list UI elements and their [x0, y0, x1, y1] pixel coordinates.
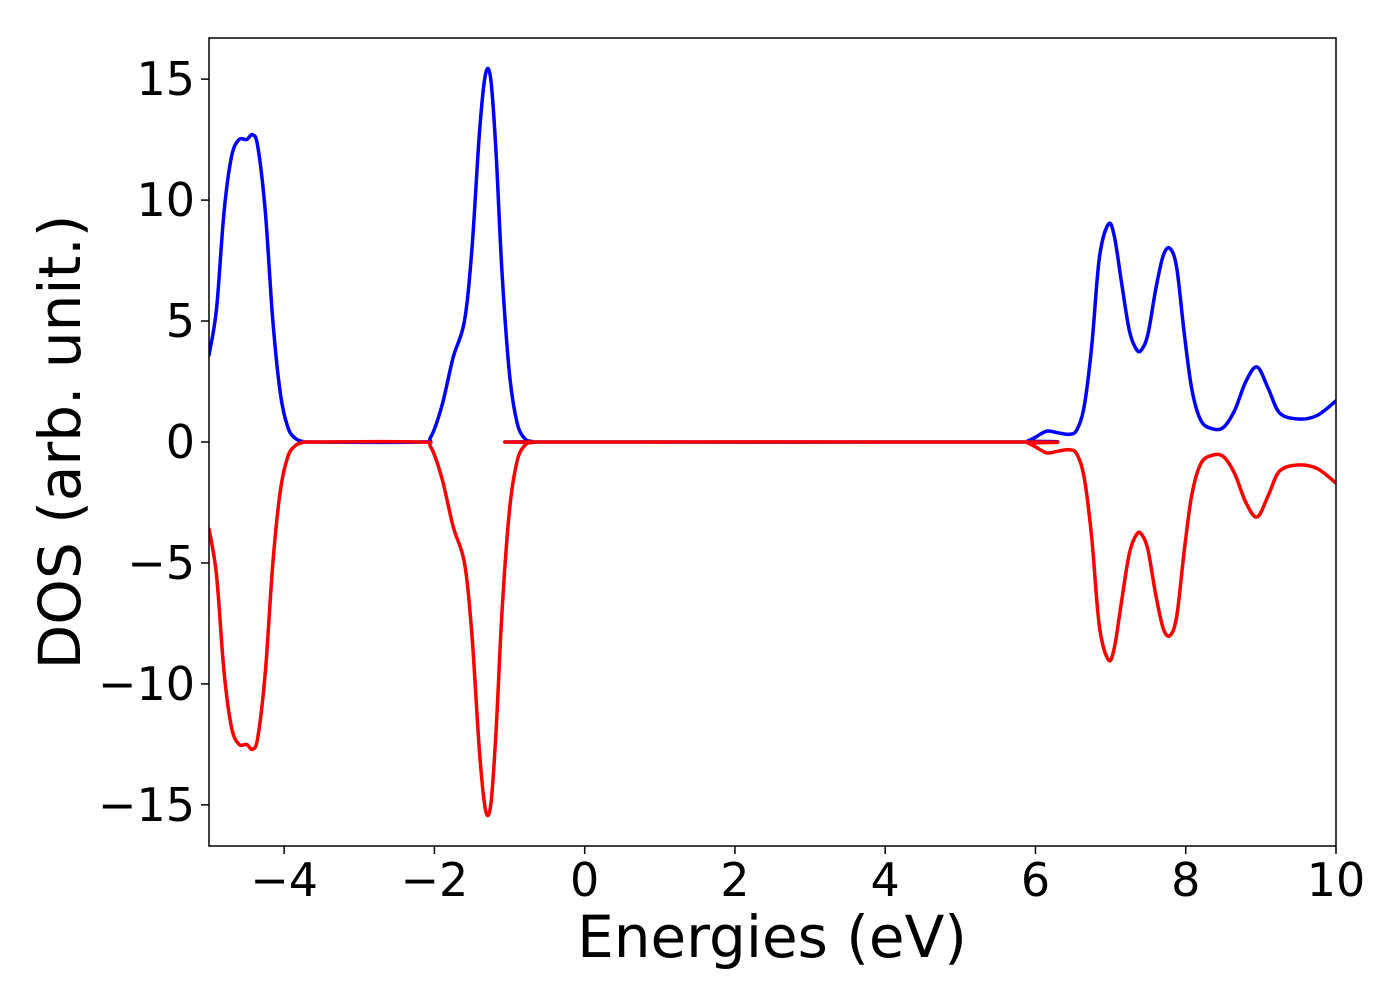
y-tick-label: 10: [136, 173, 195, 227]
x-tick-label: 8: [1171, 853, 1200, 907]
y-tick-label: −5: [127, 536, 195, 590]
series-layer: [209, 66, 1336, 818]
x-tick-label: 0: [570, 853, 599, 907]
y-tick-label: −10: [98, 657, 195, 711]
x-tick-label: 6: [1021, 853, 1050, 907]
y-axis-label: DOS (arb. unit.): [26, 215, 94, 670]
spin-down-series-line: [209, 439, 1336, 818]
y-axis-ticks: −15 −10 −5 0 5 10 15: [98, 52, 209, 832]
x-axis-label: Energies (eV): [577, 903, 967, 971]
spin-up-series-line: [209, 66, 1336, 445]
x-tick-label: 10: [1307, 853, 1366, 907]
x-tick-label: 4: [871, 853, 900, 907]
x-tick-label: −2: [400, 853, 468, 907]
y-tick-label: −15: [98, 778, 195, 832]
x-tick-label: 2: [720, 853, 749, 907]
y-tick-label: 15: [136, 52, 195, 106]
x-axis-ticks: −4 −2 0 2 4 6 8 10: [250, 846, 1365, 907]
y-tick-label: 0: [166, 415, 195, 469]
y-tick-label: 5: [166, 294, 195, 348]
x-tick-label: −4: [250, 853, 318, 907]
